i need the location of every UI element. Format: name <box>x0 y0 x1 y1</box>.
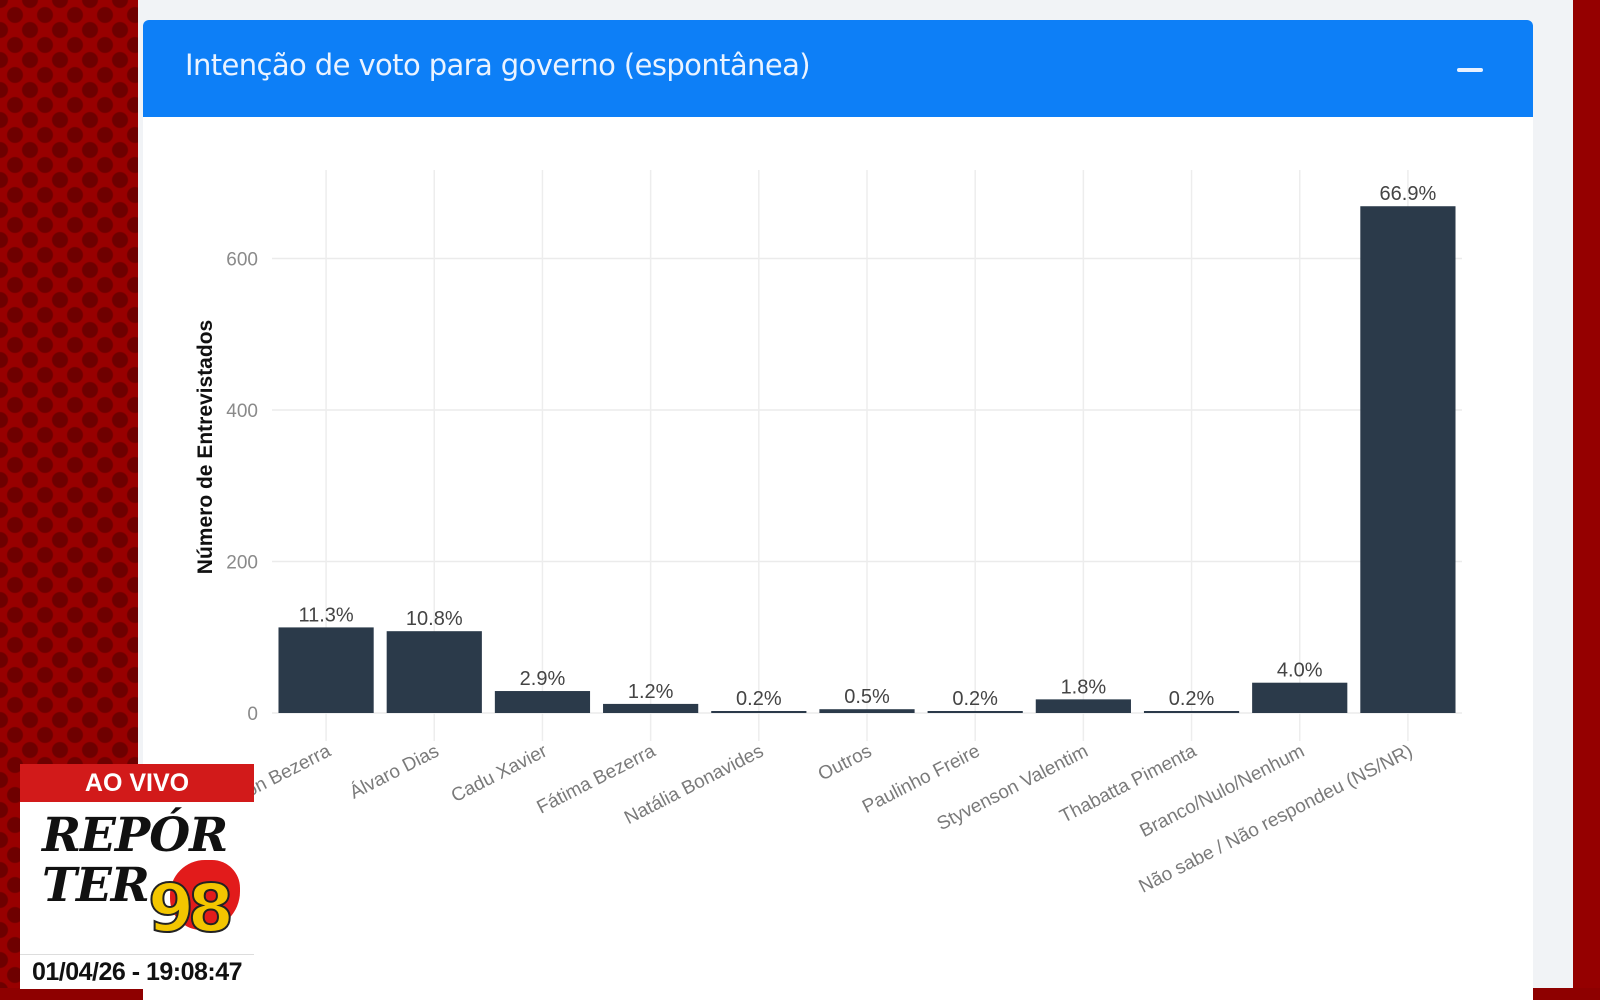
bar-data-label: 10.8% <box>406 608 463 630</box>
y-tick-label: 400 <box>226 401 258 422</box>
bar-data-label: 0.2% <box>952 688 998 710</box>
bar-data-label: 11.3% <box>298 604 353 626</box>
logo-text-line2: TER <box>42 858 150 913</box>
y-axis-ticks: 0 200 400 600 <box>226 250 258 726</box>
bar[interactable] <box>819 709 915 713</box>
bar[interactable] <box>1143 711 1240 713</box>
logo-number: 98 <box>147 869 235 948</box>
card-title: Intenção de voto para governo (espontâne… <box>185 48 811 82</box>
broadcast-datetime: 01/04/26 - 19:08:47 <box>20 954 254 989</box>
logo-red-blob <box>170 860 240 930</box>
station-logo: REPÓR TER 98 <box>20 802 254 954</box>
bar[interactable] <box>927 711 1023 713</box>
live-label: AO VIVO <box>20 764 254 802</box>
bar[interactable] <box>1252 682 1348 713</box>
bar-data-label: 0.2% <box>1169 688 1215 710</box>
bar-data-label: 1.8% <box>1061 676 1107 698</box>
background-strip-right <box>1573 0 1600 988</box>
bar-data-label: 0.5% <box>844 686 890 708</box>
bar-data-label: 0.2% <box>736 688 782 710</box>
bar-data-label: 1.2% <box>628 681 674 703</box>
chart-bars <box>278 206 1456 714</box>
bar[interactable] <box>711 711 807 713</box>
bar[interactable] <box>603 703 699 713</box>
bar[interactable] <box>386 631 482 713</box>
y-tick-label: 0 <box>247 704 258 725</box>
x-tick-label: on Bezerra <box>242 741 335 802</box>
live-broadcast-badge: AO VIVO REPÓR TER 98 01/04/26 - 19:08:47 <box>20 764 254 989</box>
bar[interactable] <box>1035 699 1131 713</box>
logo-text-line1: REPÓR <box>42 808 228 863</box>
bar-data-label: 4.0% <box>1277 660 1323 682</box>
y-axis-label: Número de Entrevistados <box>194 320 217 574</box>
bar[interactable] <box>1360 206 1456 714</box>
chart-data-labels: 11.3% 10.8% 2.9% 1.2% 0.2% 0.5% 0.2% 1.8% 0.2% 4.… <box>298 183 1436 710</box>
minus-icon[interactable] <box>1457 62 1483 76</box>
card-header: Intenção de voto para governo (espontâne… <box>143 20 1533 117</box>
bar[interactable] <box>494 691 591 713</box>
y-tick-label: 600 <box>226 250 258 271</box>
bar-data-label: 66.9% <box>1380 183 1437 205</box>
chart-card: Intenção de voto para governo (espontâne… <box>143 20 1533 1000</box>
bar-data-label: 2.9% <box>520 668 566 690</box>
x-tick-label: Cadu Xavier <box>448 740 551 806</box>
bar[interactable] <box>278 627 374 713</box>
x-tick-label: Outros <box>815 741 875 786</box>
x-tick-label: Álvaro Dias <box>346 741 442 804</box>
y-tick-label: 200 <box>226 553 258 574</box>
